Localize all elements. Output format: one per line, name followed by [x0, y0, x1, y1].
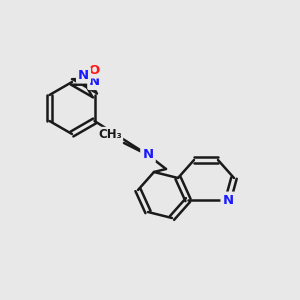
- Text: O: O: [88, 64, 100, 76]
- Text: N: N: [89, 75, 100, 88]
- Text: CH₃: CH₃: [98, 128, 122, 141]
- Text: N: N: [142, 148, 154, 161]
- Text: N: N: [222, 194, 234, 206]
- Text: N: N: [142, 148, 154, 161]
- Text: N: N: [78, 69, 89, 82]
